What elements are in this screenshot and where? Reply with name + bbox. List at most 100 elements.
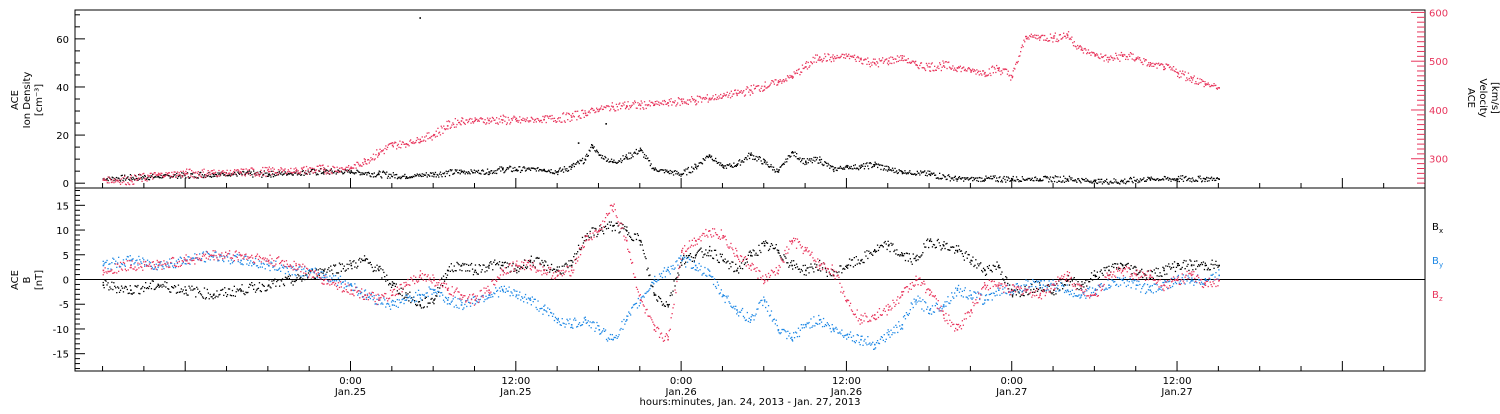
Bx-point	[374, 270, 375, 271]
Bx-point	[680, 262, 681, 263]
By-point	[718, 285, 719, 286]
density-point	[765, 163, 766, 164]
velocity-point	[202, 170, 203, 171]
density-point	[619, 161, 620, 162]
By-point	[530, 298, 531, 299]
Bx-point	[124, 287, 125, 288]
velocity-point	[1172, 69, 1173, 70]
velocity-point	[1105, 55, 1106, 56]
velocity-point	[338, 172, 339, 173]
By-point	[526, 299, 527, 300]
Bx-point	[672, 294, 673, 295]
By-point	[384, 299, 385, 300]
Bx-point	[711, 250, 712, 251]
velocity-point	[941, 70, 942, 71]
By-point	[466, 306, 467, 307]
density-point	[993, 176, 994, 177]
density-point	[1061, 182, 1062, 183]
density-point	[1137, 182, 1138, 183]
velocity-point	[231, 175, 232, 176]
Bx-point	[402, 295, 403, 296]
By-point	[370, 298, 371, 299]
velocity-point	[546, 122, 547, 123]
density-point	[607, 160, 608, 161]
velocity-point	[281, 168, 282, 169]
velocity-point	[1097, 54, 1098, 55]
Bx-point	[998, 265, 1000, 267]
Bx-point	[674, 285, 675, 286]
velocity-point	[567, 119, 568, 120]
velocity-point	[952, 65, 953, 66]
density-point	[1151, 177, 1152, 178]
density-point	[641, 150, 642, 151]
density-point	[918, 173, 919, 174]
Bx-point	[700, 248, 701, 249]
velocity-point	[665, 101, 666, 102]
density-point	[445, 176, 446, 177]
By-point	[735, 306, 736, 307]
velocity-point	[571, 116, 573, 118]
By-point	[124, 264, 125, 265]
density-point	[1189, 178, 1190, 179]
Bx-point	[813, 271, 814, 272]
Bx-point	[1152, 271, 1153, 272]
Bx-point	[812, 268, 813, 269]
velocity-point	[530, 120, 531, 121]
velocity-point	[1180, 71, 1181, 72]
velocity-point	[577, 111, 578, 112]
velocity-point	[409, 141, 410, 142]
velocity-point	[717, 97, 718, 98]
velocity-point	[1002, 72, 1003, 73]
velocity-point	[253, 169, 254, 170]
Bx-point	[459, 269, 460, 270]
density-point	[637, 153, 638, 154]
velocity-point	[797, 73, 798, 74]
By-point	[512, 295, 513, 296]
Bx-point	[771, 243, 772, 244]
By-point	[140, 261, 141, 262]
velocity-point	[894, 62, 895, 63]
density-point	[1093, 181, 1094, 182]
Bx-point	[1190, 261, 1191, 262]
Bx-point	[161, 286, 162, 287]
velocity-point	[118, 180, 119, 181]
By-point	[866, 344, 867, 345]
velocity-point	[1168, 64, 1169, 65]
velocity-point	[197, 173, 198, 174]
Bx-point	[1217, 267, 1218, 268]
By-point	[446, 298, 447, 299]
By-point	[817, 324, 818, 325]
Bx-point	[424, 306, 425, 307]
velocity-point	[1129, 56, 1130, 57]
velocity-point	[161, 173, 162, 174]
density-point	[501, 166, 502, 167]
Bx-point	[256, 290, 257, 291]
velocity-point	[845, 58, 846, 59]
Bx-point	[1183, 262, 1184, 263]
velocity-point	[619, 103, 620, 104]
velocity-point	[1148, 62, 1149, 63]
density-tick-label: 60	[56, 35, 69, 46]
velocity-point	[1151, 66, 1152, 67]
Bx-point	[683, 255, 684, 256]
velocity-point	[482, 118, 483, 119]
density-point	[872, 166, 873, 167]
density-point	[975, 177, 976, 178]
density-point	[622, 155, 623, 156]
Bx-point	[793, 260, 794, 261]
density-point	[1115, 179, 1116, 180]
By-point	[765, 307, 766, 308]
density-point	[967, 177, 968, 178]
density-point	[882, 165, 883, 166]
density-point	[973, 177, 974, 178]
velocity-point	[625, 108, 626, 109]
velocity-point	[144, 178, 145, 179]
density-point	[778, 171, 780, 173]
Bx-point	[377, 268, 378, 269]
Bx-point	[565, 263, 566, 264]
velocity-point	[639, 103, 640, 104]
velocity-tick-label: 600	[1429, 8, 1448, 19]
Bx-point	[347, 264, 348, 265]
density-point	[891, 170, 892, 171]
